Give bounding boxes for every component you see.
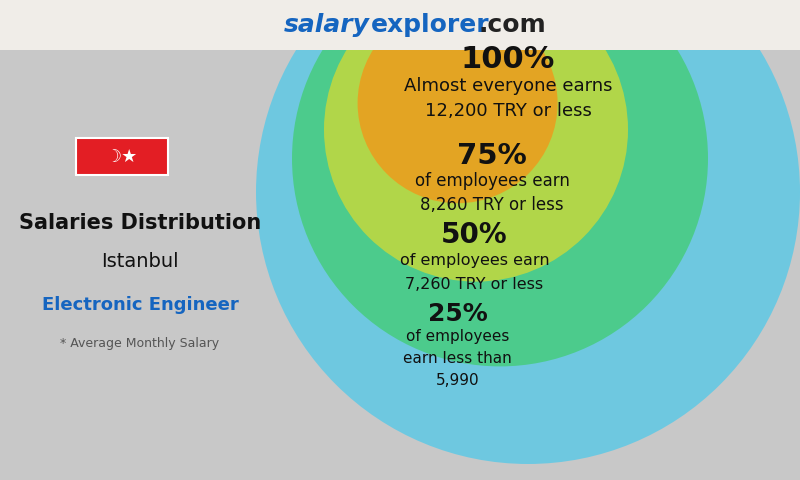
Text: 5,990: 5,990: [436, 373, 479, 388]
Text: of employees earn: of employees earn: [399, 252, 550, 268]
Text: of employees: of employees: [406, 329, 510, 345]
Ellipse shape: [324, 0, 628, 282]
Text: .com: .com: [478, 13, 546, 37]
Text: earn less than: earn less than: [403, 351, 512, 366]
Text: * Average Monthly Salary: * Average Monthly Salary: [61, 336, 219, 350]
Text: 8,260 TRY or less: 8,260 TRY or less: [420, 196, 564, 215]
Ellipse shape: [292, 0, 708, 366]
Text: 100%: 100%: [461, 46, 555, 74]
Text: 75%: 75%: [457, 142, 527, 170]
Text: 12,200 TRY or less: 12,200 TRY or less: [425, 102, 591, 120]
Ellipse shape: [256, 0, 800, 464]
Text: Istanbul: Istanbul: [101, 252, 179, 271]
Text: Almost everyone earns: Almost everyone earns: [404, 77, 612, 96]
Text: 7,260 TRY or less: 7,260 TRY or less: [406, 276, 543, 292]
Text: explorer: explorer: [370, 13, 489, 37]
Text: Electronic Engineer: Electronic Engineer: [42, 296, 238, 314]
Text: of employees earn: of employees earn: [414, 172, 570, 191]
Text: 50%: 50%: [441, 221, 508, 249]
Bar: [76, 138, 168, 175]
Text: ☽★: ☽★: [106, 147, 138, 166]
Text: 25%: 25%: [428, 302, 487, 326]
Text: Salaries Distribution: Salaries Distribution: [19, 213, 261, 233]
Text: salary: salary: [284, 13, 370, 37]
Bar: [0, 0, 800, 50]
Ellipse shape: [358, 3, 558, 203]
